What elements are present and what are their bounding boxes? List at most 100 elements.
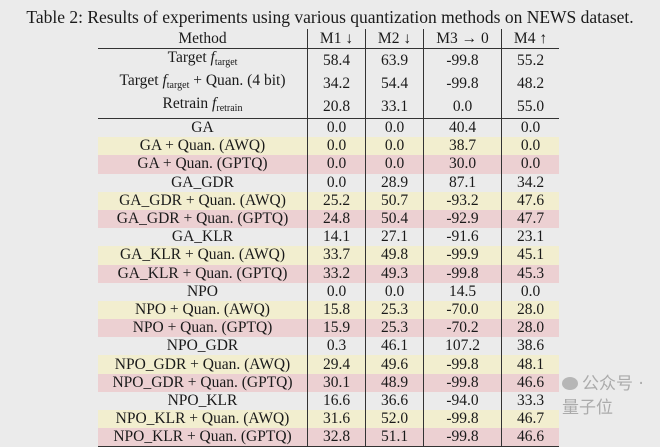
method-prefix: Target	[119, 72, 163, 89]
value-cell-m1: 29.4	[307, 355, 366, 374]
value-cell-m3: -92.9	[423, 209, 502, 229]
value-cell-m2: 54.4	[365, 72, 424, 95]
table-row: NPO + Quan. (GPTQ) 15.9 25.3 -70.2 28.0	[98, 319, 559, 338]
method-cell: NPO_GDR + Quan. (GPTQ)	[98, 373, 308, 392]
function-subscript: target	[214, 57, 238, 68]
method-cell: GA_GDR + Quan. (AWQ)	[98, 191, 308, 210]
value-cell-m4: 23.1	[516, 228, 545, 246]
value-cell-m2: 0.0	[365, 137, 424, 156]
value-cell-m2: 49.6	[365, 355, 424, 374]
value-cell-m3: -70.0	[423, 300, 502, 320]
value-cell-m4: 46.7	[516, 410, 545, 428]
value-cell-m2: 0.0	[365, 118, 424, 138]
table-row: NPO_GDR + Quan. (AWQ) 29.4 49.6 -99.8 48.1	[98, 355, 559, 374]
table-row: NPO 0.0 0.0 14.5 0.0	[98, 282, 559, 301]
table-row: GA_KLR + Quan. (GPTQ) 33.2 49.3 -99.8 45.3	[98, 264, 559, 283]
method-prefix: Retrain	[162, 95, 213, 112]
value-cell-m3: -99.8	[423, 410, 502, 429]
value-cell-m1: 20.8	[307, 95, 366, 119]
function-subscript: retrain	[216, 103, 243, 114]
method-cell: GA_GDR + Quan. (GPTQ)	[98, 209, 308, 229]
value-cell-m2: 63.9	[365, 48, 424, 72]
value-cell-m3: -99.8	[423, 428, 502, 447]
method-suffix: + Quan. (4 bit)	[189, 72, 286, 89]
method-prefix: Target	[167, 49, 211, 66]
method-cell: GA	[98, 118, 308, 138]
baseline-row: Target ftarget 58.4 63.9 -99.8 55.2	[98, 48, 559, 72]
method-cell: GA_KLR	[98, 228, 308, 247]
function-symbol: f	[212, 95, 217, 112]
value-cell-m3: 107.2	[423, 337, 502, 356]
value-cell-m1: 0.0	[307, 118, 366, 138]
function-symbol: f	[162, 72, 167, 89]
value-cell-m4: 34.2	[516, 173, 545, 191]
method-cell: GA_KLR + Quan. (GPTQ)	[98, 264, 308, 283]
function-symbol: f	[210, 49, 215, 66]
value-cell-m1: 58.4	[307, 48, 366, 72]
value-cell-m1: 33.7	[307, 246, 366, 265]
value-cell-m1: 0.0	[307, 137, 366, 156]
value-cell-m3: 87.1	[423, 173, 502, 192]
header-m3: M3 → 0	[423, 29, 502, 49]
header-m2: M2 ↓	[365, 29, 424, 49]
value-cell-m4: 0.0	[520, 119, 541, 137]
table-row: GA_KLR 14.1 27.1 -91.6 23.1	[98, 228, 559, 247]
watermark: 公众号 · 量子位	[562, 372, 658, 420]
method-cell: NPO_KLR	[98, 391, 308, 410]
wechat-icon	[562, 377, 578, 390]
value-cell-m1: 0.0	[307, 173, 366, 192]
table-row: GA + Quan. (GPTQ) 0.0 0.0 30.0 0.0	[98, 155, 559, 174]
table-row: NPO + Quan. (AWQ) 15.8 25.3 -70.0 28.0	[98, 300, 559, 320]
value-cell-m3: 38.7	[423, 137, 502, 156]
value-cell-m1: 30.1	[307, 373, 366, 392]
value-cell-m1: 14.1	[307, 228, 366, 247]
value-cell-m4: 0.0	[520, 282, 541, 300]
value-cell-m4: 0.0	[520, 137, 541, 155]
header-row: Method M1 ↓ M2 ↓ M3 → 0 M4 ↑	[98, 29, 559, 49]
value-cell-m4: 47.7	[516, 210, 545, 228]
value-cell-m3: -70.2	[423, 319, 502, 338]
method-cell: Target ftarget	[98, 48, 308, 72]
value-cell-m2: 52.0	[365, 410, 424, 429]
value-cell-m2: 51.1	[365, 428, 424, 447]
value-cell-m1: 34.2	[307, 72, 366, 95]
method-cell: NPO_KLR + Quan. (AWQ)	[98, 410, 308, 429]
value-cell-m4: 0.0	[520, 155, 541, 173]
value-cell-m2: 28.9	[365, 173, 424, 192]
value-cell-m1: 33.2	[307, 264, 366, 283]
value-cell-m3: -99.8	[423, 355, 502, 374]
value-cell-m2: 25.3	[365, 300, 424, 320]
method-cell: NPO + Quan. (AWQ)	[98, 300, 308, 320]
value-cell-m4: 28.0	[516, 319, 545, 337]
function-subscript: target	[166, 80, 190, 91]
value-cell-m2: 50.7	[365, 191, 424, 210]
method-cell: GA + Quan. (GPTQ)	[98, 155, 308, 174]
value-cell-m3: -99.8	[423, 72, 502, 95]
header-m4: M4 ↑	[513, 29, 548, 47]
table-row: GA_KLR + Quan. (AWQ) 33.7 49.8 -99.9 45.1	[98, 246, 559, 265]
value-cell-m3: -93.2	[423, 191, 502, 210]
watermark-text: 公众号 · 量子位	[562, 374, 644, 418]
value-cell-m3: -99.8	[423, 264, 502, 283]
table-row: NPO_GDR 0.3 46.1 107.2 38.6	[98, 337, 559, 356]
value-cell-m3: 14.5	[423, 282, 502, 301]
value-cell-m1: 24.8	[307, 209, 366, 229]
method-cell: GA_KLR + Quan. (AWQ)	[98, 246, 308, 265]
header-m1: M1 ↓	[307, 29, 366, 49]
method-cell: NPO	[98, 282, 308, 301]
method-cell: NPO_KLR + Quan. (GPTQ)	[98, 428, 308, 447]
value-cell-m2: 49.3	[365, 264, 424, 283]
value-cell-m1: 0.3	[307, 337, 366, 356]
baseline-row: Target ftarget + Quan. (4 bit) 34.2 54.4 -9…	[98, 72, 559, 95]
value-cell-m1: 32.8	[307, 428, 366, 447]
table-row: NPO_KLR + Quan. (AWQ) 31.6 52.0 -99.8 46.7	[98, 410, 559, 429]
value-cell-m4: 28.0	[516, 300, 545, 318]
value-cell-m3: 30.0	[423, 155, 502, 174]
method-cell: NPO + Quan. (GPTQ)	[98, 319, 308, 338]
value-cell-m1: 31.6	[307, 410, 366, 429]
value-cell-m1: 16.6	[307, 391, 366, 410]
header-method: Method	[98, 29, 308, 49]
results-table: Method M1 ↓ M2 ↓ M3 → 0 M4 ↑ Target ftar…	[98, 29, 559, 447]
value-cell-m4: 46.6	[516, 428, 545, 446]
value-cell-m4: 45.3	[516, 264, 545, 282]
